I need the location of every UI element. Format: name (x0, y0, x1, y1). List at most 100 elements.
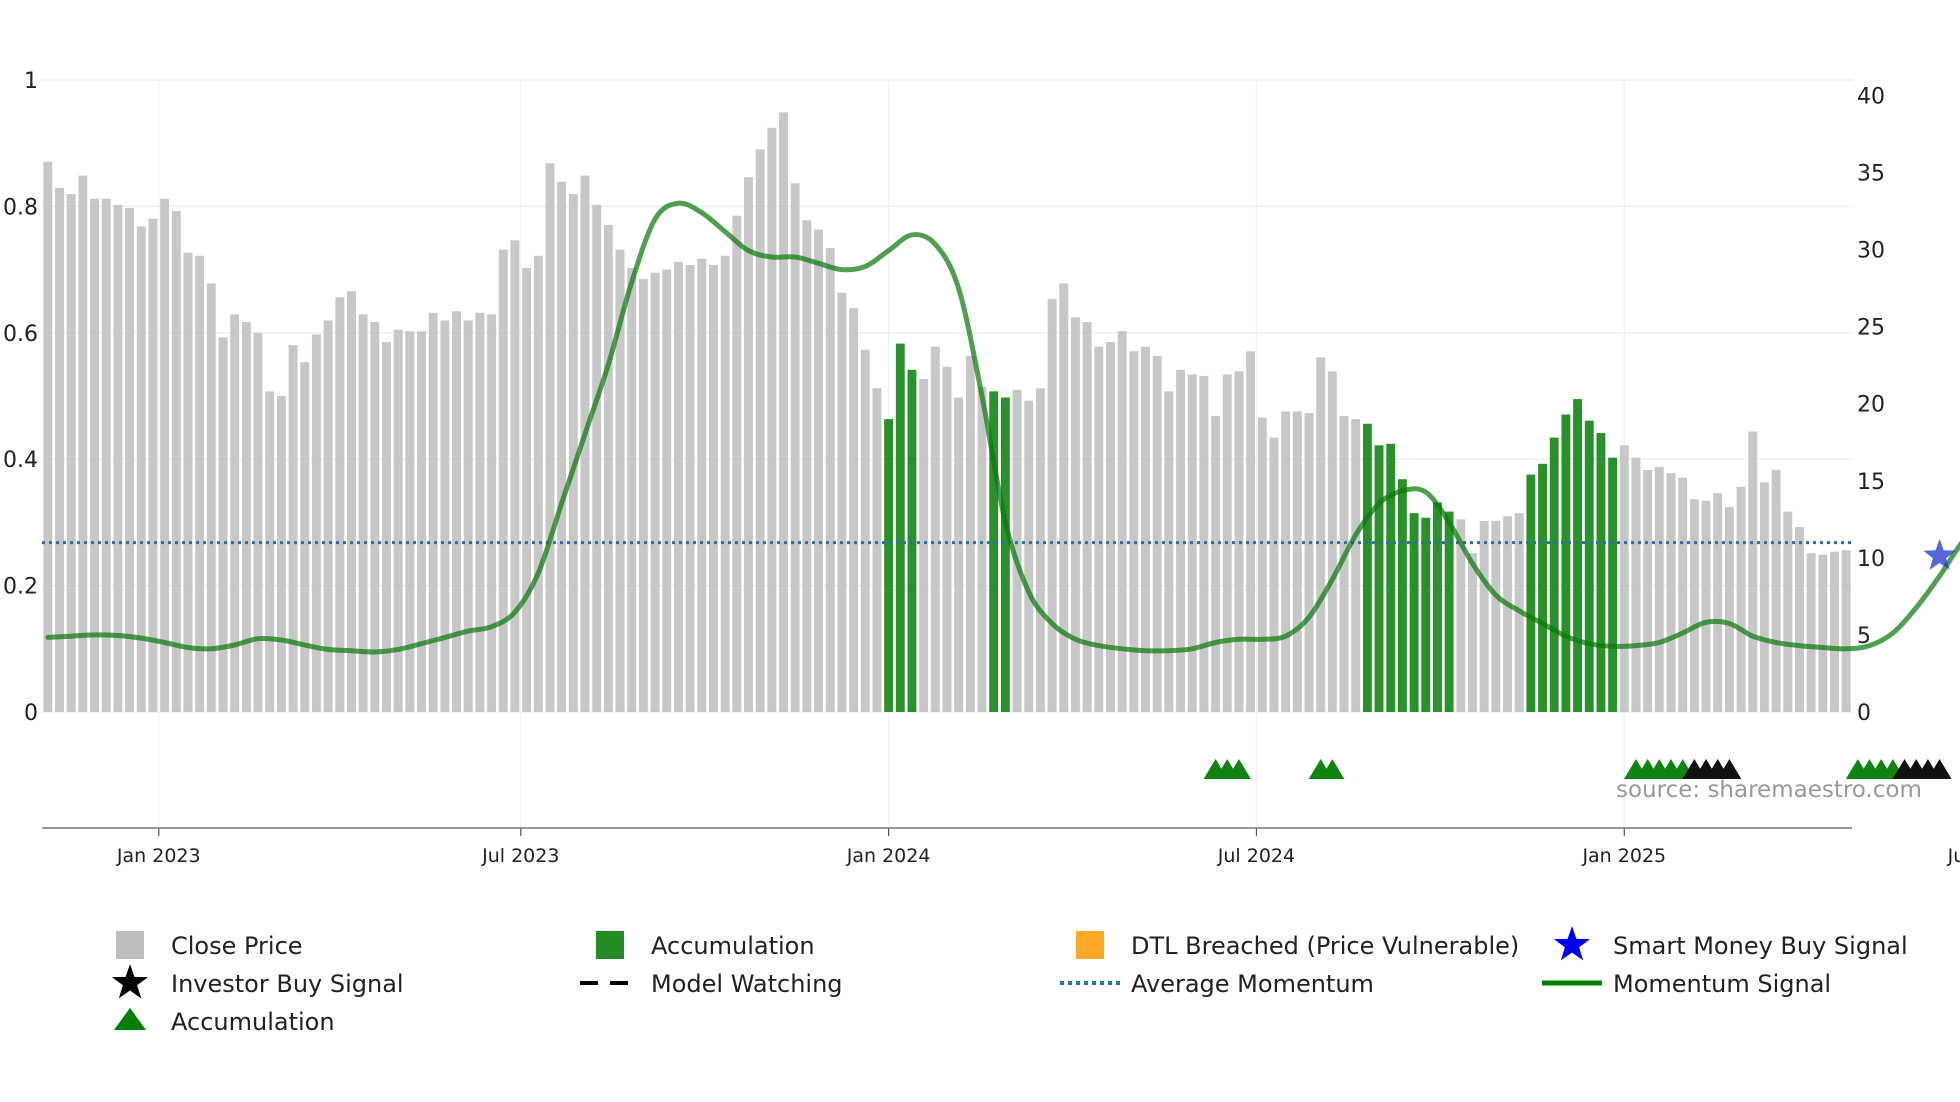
close-price-bar (463, 320, 473, 712)
legend-item: Smart Money Buy Signal (1553, 926, 1908, 961)
investor-buy-marker (1717, 759, 1742, 779)
close-price-bars (43, 112, 1851, 713)
close-price-bar (849, 308, 859, 712)
close-price-bar (533, 255, 543, 713)
close-price-bar (1117, 331, 1127, 712)
legend-item: Accumulation (596, 931, 815, 960)
close-price-bar (732, 215, 742, 712)
accumulation-bar (1444, 511, 1454, 712)
close-price-bar (1806, 553, 1816, 712)
close-price-bar (1643, 469, 1653, 712)
smart-money-buy-star (1923, 539, 1956, 570)
close-price-bar (603, 224, 613, 712)
close-price-bar (1012, 389, 1022, 712)
close-price-bar (1783, 511, 1793, 712)
close-price-bar (370, 322, 380, 712)
close-price-bar (790, 183, 800, 712)
close-price-bar (977, 386, 987, 712)
close-price-bar (673, 261, 683, 712)
right-tick-label: 20 (1857, 393, 1885, 418)
accumulation-bar (1526, 474, 1536, 712)
accumulation-marker (1226, 759, 1251, 779)
close-price-bar (66, 194, 76, 712)
close-price-bar (1339, 416, 1349, 712)
star-icon (1553, 926, 1591, 961)
right-tick-label: 40 (1857, 84, 1885, 109)
close-price-bar (615, 249, 625, 712)
close-price-bar (1082, 322, 1092, 712)
close-price-bar (253, 332, 263, 712)
accumulation-bar (1584, 420, 1594, 712)
close-price-bar (1024, 400, 1034, 712)
close-price-bar (522, 268, 532, 712)
close-price-bar (230, 314, 240, 712)
accumulation-bar (1561, 414, 1571, 712)
accumulation-marker (1320, 759, 1345, 779)
close-price-bar (101, 198, 111, 712)
accumulation-bar (1549, 437, 1559, 712)
left-tick-label: 1 (24, 69, 38, 94)
close-price-bar (755, 149, 765, 713)
legend-label: Accumulation (651, 932, 815, 960)
close-price-bar (300, 362, 310, 712)
close-price-bar (241, 322, 251, 712)
close-price-bar (779, 112, 788, 713)
close-price-bar (183, 252, 193, 712)
close-price-bar (452, 311, 461, 712)
close-price-bar (1234, 371, 1244, 712)
close-price-bar (872, 388, 882, 712)
close-price-bar (685, 264, 695, 712)
momentum-lines (42, 200, 1960, 655)
close-price-bar (1479, 520, 1489, 712)
x-tick-label: Jan 2025 (1581, 845, 1666, 867)
legend-item: Average Momentum (1060, 970, 1374, 998)
accumulation-bar (907, 369, 917, 712)
x-tick-label: Jul 2024 (1217, 845, 1295, 867)
close-price-bar (1304, 412, 1314, 712)
accumulation-bar (1409, 513, 1419, 712)
close-price-bar (954, 397, 964, 712)
close-price-bar (627, 268, 637, 712)
close-price-bar (1059, 283, 1069, 712)
legend-label: Smart Money Buy Signal (1613, 932, 1908, 960)
accumulation-bar (1374, 445, 1384, 712)
close-price-bar (510, 240, 520, 712)
close-price-bar (428, 312, 438, 712)
right-tick-label: 30 (1857, 239, 1885, 264)
close-price-bar (1152, 355, 1162, 712)
close-price-bar (417, 331, 426, 712)
close-price-bar (125, 207, 135, 712)
legend-label: Accumulation (171, 1008, 335, 1036)
close-price-bar (545, 163, 555, 713)
close-price-bar (487, 314, 497, 712)
legend-item: Momentum Signal (1542, 970, 1831, 998)
close-price-bar (1678, 477, 1688, 712)
close-price-bar (1631, 457, 1641, 712)
close-price-bar (1269, 437, 1279, 712)
close-price-bar (1035, 388, 1045, 712)
legend-label: DTL Breached (Price Vulnerable) (1131, 932, 1519, 960)
close-price-bar (1830, 551, 1839, 712)
close-price-bar (1176, 369, 1185, 712)
close-price-bar (1141, 346, 1150, 712)
x-tick-label: Jul 2023 (481, 845, 559, 867)
close-price-bar (55, 187, 64, 712)
close-price-bar (1841, 550, 1851, 712)
close-price-bar (1246, 351, 1256, 712)
accumulation-bar (1397, 479, 1407, 712)
close-price-bar (638, 278, 648, 712)
close-price-bar (1771, 469, 1781, 712)
close-price-bar (265, 391, 275, 712)
close-price-bar (942, 366, 952, 712)
close-price-bar (148, 218, 158, 713)
legend-item: Close Price (116, 931, 303, 960)
accumulation-bar (1386, 443, 1396, 712)
close-price-bar (1468, 553, 1477, 712)
close-price-bar (1316, 357, 1326, 712)
accumulation-bar (1608, 457, 1618, 712)
close-price-bar (1071, 317, 1080, 712)
legend-item: Model Watching (580, 970, 843, 998)
accumulation-bar (1433, 502, 1442, 712)
x-tick-label: Jan 2024 (846, 845, 931, 867)
close-price-bar (276, 396, 286, 712)
